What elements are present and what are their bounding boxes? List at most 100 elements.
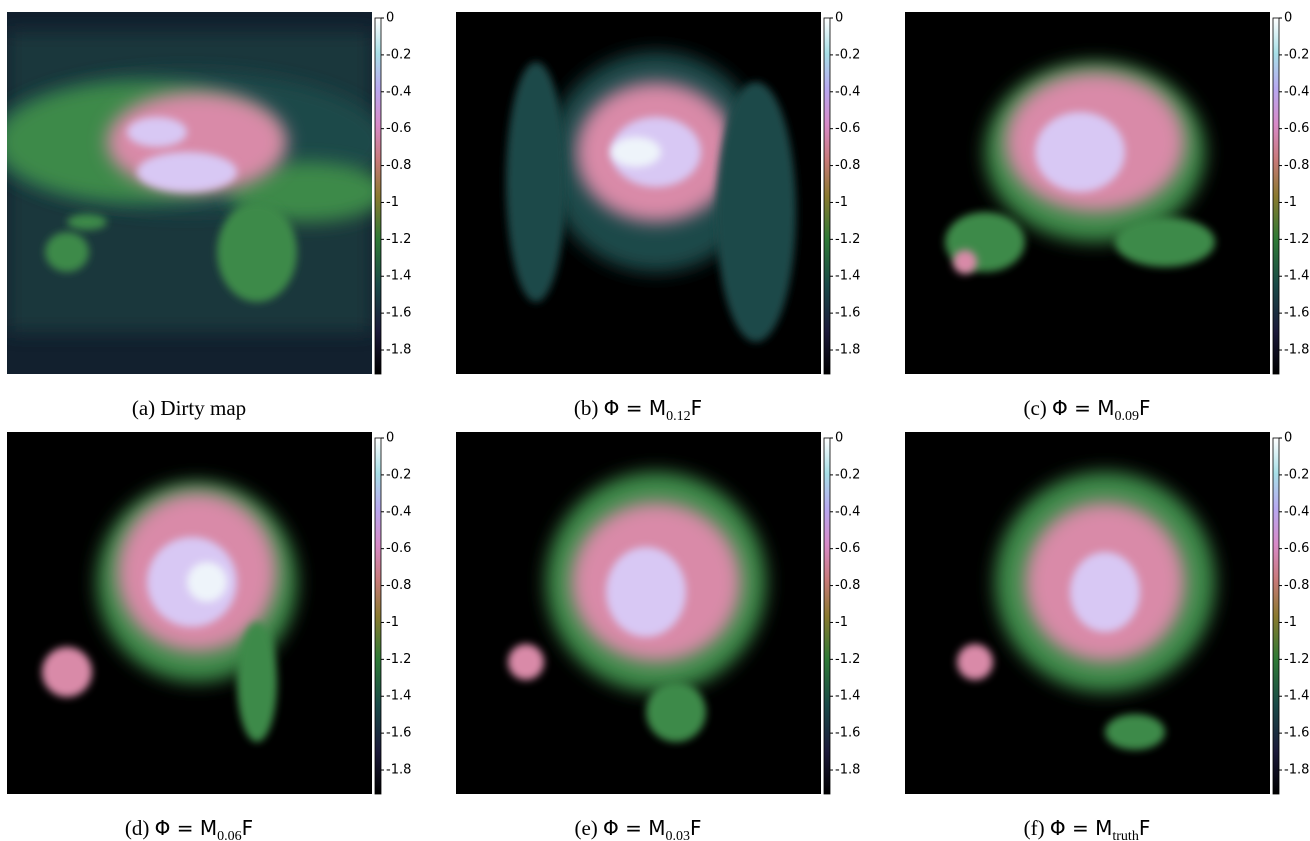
- caption-subscript: truth: [1112, 829, 1138, 841]
- colorbar-tick-label: -0.2: [1284, 47, 1309, 62]
- colorbar-tick-label: -0.2: [835, 47, 860, 62]
- image: [0, 12, 387, 374]
- colorbar-tick-label: -1.8: [386, 343, 411, 358]
- colorbar-tick-label: -1.8: [835, 343, 860, 358]
- colorbar-tick-label: -1.8: [386, 763, 411, 778]
- caption: (d) Φ = M0.06F: [125, 816, 253, 841]
- colorbar-tick-label: 0: [1284, 11, 1292, 26]
- colorbar: [375, 438, 381, 794]
- caption-symbol: Φ = M: [1050, 816, 1112, 840]
- colorbar-tick-label: -1: [1284, 615, 1297, 630]
- colorbar: [824, 18, 830, 374]
- colorbar-tick-label: 0: [386, 11, 394, 26]
- colorbar-tick-label: -1.6: [835, 306, 860, 321]
- panel: 0-0.2-0.4-0.6-0.8-1-1.2-1.4-1.6-1.8(c) Φ…: [905, 11, 1309, 425]
- caption: (b) Φ = M0.12F: [574, 396, 702, 424]
- colorbar-tick-label: -0.4: [1284, 504, 1309, 519]
- caption: (e) Φ = M0.03F: [574, 816, 701, 841]
- colorbar: [375, 18, 381, 374]
- caption-subscript: 0.03: [666, 829, 691, 841]
- panel: 0 -0.2 -0.4 -0.6 -0.8 -1 -1.2 -1.4 -1.6 -1.8 (d) Φ…: [7, 431, 411, 841]
- caption-suffix: F: [1139, 396, 1151, 420]
- image: [456, 12, 821, 374]
- colorbar-tick-label: -1: [835, 195, 848, 210]
- image: [7, 432, 372, 794]
- colorbar-tick-label: -1.8: [1284, 763, 1309, 778]
- panel: 0 -0.2 -0.4 -0.6 -0.8 -1 -1.2 -1.4 -1.6 -1.8 (e) Φ…: [456, 431, 860, 841]
- caption: (c) Φ = M0.09F: [1023, 396, 1150, 424]
- colorbar-tick-label: -1.2: [386, 652, 411, 667]
- caption-suffix: F: [1139, 816, 1151, 840]
- colorbar-tick-label: -1.8: [835, 763, 860, 778]
- colorbar-tick-label: -0.6: [1284, 121, 1309, 136]
- colorbar-tick-label: -0.8: [835, 578, 860, 593]
- colorbar-tick-label: -0.8: [835, 158, 860, 173]
- caption-label: (c): [1023, 396, 1046, 420]
- caption-label: (b): [574, 396, 599, 420]
- caption-suffix: F: [691, 396, 703, 420]
- colorbar-tick-label: -1.4: [1284, 689, 1309, 704]
- colorbar: [824, 438, 830, 794]
- colorbar-tick-label: -0.8: [386, 158, 411, 173]
- colorbar-tick-label: -1.4: [835, 269, 860, 284]
- colorbar-tick-label: -0.8: [1284, 578, 1309, 593]
- caption: (a) Dirty map: [132, 396, 246, 420]
- colorbar-tick-label: -0.6: [386, 541, 411, 556]
- caption-label: (d): [125, 816, 150, 840]
- panel: 0 -0.2 -0.4 -0.6 -0.8 -1 -1.2 -1.4 -1.6 -1.8 (f) Φ…: [905, 431, 1309, 841]
- caption-symbol: Φ = M: [1052, 396, 1114, 420]
- colorbar-tick-label: -1: [386, 615, 399, 630]
- colorbar-tick-label: -0.6: [835, 121, 860, 136]
- colorbar-tick-label: -0.2: [386, 467, 411, 482]
- colorbar-tick-label: -1: [386, 195, 399, 210]
- colorbar-tick-label: -1.6: [1284, 306, 1309, 321]
- colorbar-tick-label: -1.2: [1284, 652, 1309, 667]
- caption-suffix: F: [690, 816, 702, 840]
- image: [456, 432, 821, 794]
- colorbar-tick-label: -1.6: [386, 726, 411, 741]
- colorbar-tick-label: -0.6: [1284, 541, 1309, 556]
- colorbar-tick-label: -0.4: [835, 84, 860, 99]
- colorbar: [1273, 438, 1279, 794]
- panel: 0-0.2-0.4-0.6-0.8-1-1.2-1.4-1.6-1.8(b) Φ…: [456, 11, 860, 425]
- colorbar-tick-label: -0.4: [835, 504, 860, 519]
- colorbar-tick-label: -0.2: [835, 467, 860, 482]
- colorbar-tick-label: -0.6: [835, 541, 860, 556]
- colorbar-tick-label: -1.2: [386, 232, 411, 247]
- colorbar-tick-label: -1.6: [835, 726, 860, 741]
- caption-label: (f): [1024, 816, 1045, 840]
- caption-symbol: Φ = M: [155, 816, 217, 840]
- colorbar-tick-label: -0.4: [386, 504, 411, 519]
- colorbar-tick-label: 0: [1284, 431, 1292, 446]
- panel: 0-0.2-0.4-0.6-0.8-1-1.2-1.4-1.6-1.8(a) D…: [0, 11, 411, 421]
- caption-suffix: F: [242, 816, 254, 840]
- colorbar-tick-label: -0.8: [1284, 158, 1309, 173]
- colorbar: [1273, 18, 1279, 374]
- colorbar-tick-label: -1.4: [835, 689, 860, 704]
- colorbar-tick-label: -1.6: [1284, 726, 1309, 741]
- image: [905, 432, 1270, 794]
- caption-symbol: Φ = M: [603, 816, 665, 840]
- colorbar-tick-label: 0: [386, 431, 394, 446]
- colorbar-tick-label: -0.4: [386, 84, 411, 99]
- caption-subscript: 0.06: [217, 829, 242, 841]
- caption-subscript: 0.09: [1115, 409, 1140, 424]
- colorbar-tick-label: -0.2: [386, 47, 411, 62]
- colorbar-tick-label: -1.2: [1284, 232, 1309, 247]
- colorbar-tick-label: -1: [835, 615, 848, 630]
- caption-symbol: Φ = M: [604, 396, 666, 420]
- colorbar-tick-label: -1.4: [386, 269, 411, 284]
- colorbar-tick-label: -1.4: [386, 689, 411, 704]
- colorbar-tick-label: -1.2: [835, 652, 860, 667]
- image: [905, 12, 1270, 374]
- colorbar-tick-label: -1.2: [835, 232, 860, 247]
- colorbar-tick-label: -0.4: [1284, 84, 1309, 99]
- caption-subscript: 0.12: [666, 409, 691, 424]
- colorbar-tick-label: -0.2: [1284, 467, 1309, 482]
- colorbar-tick-label: -0.8: [386, 578, 411, 593]
- colorbar-tick-label: -1: [1284, 195, 1297, 210]
- colorbar-tick-label: 0: [835, 431, 843, 446]
- colorbar-tick-label: -1.8: [1284, 343, 1309, 358]
- figure: 0 -0.2 -0.4 -0.6 -0.8 -1 -1.2 -1.4 -1.6 -1.8 (a) D…: [0, 0, 1310, 841]
- caption: (f) Φ = MtruthF: [1024, 816, 1151, 841]
